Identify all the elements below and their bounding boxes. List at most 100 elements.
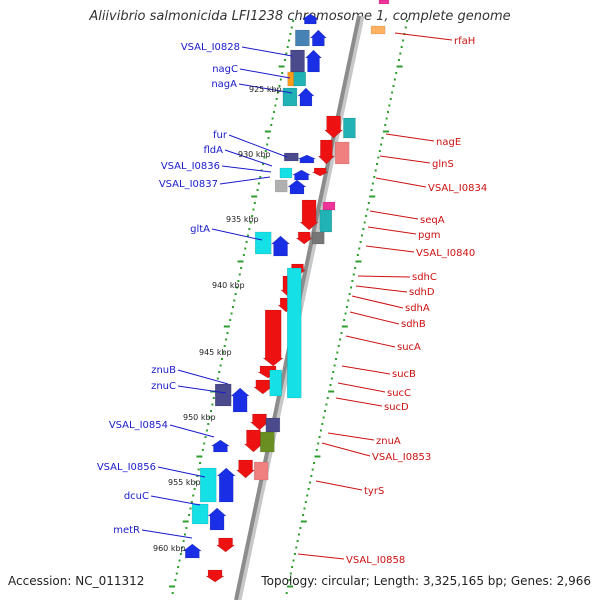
tick-mark	[355, 260, 362, 263]
label-connector	[241, 46, 293, 57]
gene-label-sdhd[interactable]: sdhD	[409, 287, 435, 298]
tick-mark	[385, 117, 388, 120]
tick-mark	[278, 65, 285, 68]
gene-label-nagc[interactable]: nagC	[212, 64, 238, 75]
gene-label-vsal-i0858[interactable]: VSAL_I0858	[346, 555, 405, 566]
gene-arrow	[249, 413, 270, 431]
gene-label-vsal-i0854[interactable]: VSAL_I0854	[109, 420, 168, 431]
gene-arrow	[286, 267, 302, 399]
tick-mark	[277, 91, 280, 94]
gene-label-vsal-i0856[interactable]: VSAL_I0856	[97, 462, 156, 473]
gene-label-znub[interactable]: znuB	[151, 365, 176, 376]
label-connector	[357, 275, 411, 278]
tick-mark	[406, 20, 409, 22]
tick-mark	[218, 371, 221, 373]
tick-mark	[333, 364, 336, 367]
gene-label-suca[interactable]: sucA	[397, 342, 421, 353]
tick-mark	[230, 312, 233, 315]
gene-label-sdha[interactable]: sdhA	[405, 303, 430, 314]
gene-label-sucd[interactable]: sucD	[384, 402, 409, 413]
gene-label-naga[interactable]: nagA	[211, 79, 237, 90]
gene-arrow	[216, 467, 237, 503]
tick-mark	[219, 364, 222, 367]
label-connector	[349, 311, 400, 325]
label-connector	[351, 295, 404, 309]
tick-mark	[208, 416, 211, 419]
tick-mark	[330, 377, 333, 380]
gene-label-metr[interactable]: metR	[113, 525, 140, 536]
connectors-layer	[141, 32, 453, 560]
tick-mark	[336, 351, 339, 354]
tick-mark	[244, 247, 247, 250]
tick-mark	[251, 195, 258, 198]
gene-label-vsal-i0828[interactable]: VSAL_I0828	[181, 42, 240, 53]
tick-mark	[404, 26, 407, 29]
tick-mark	[169, 585, 176, 588]
label-connector	[385, 133, 435, 142]
gene-arrow	[279, 167, 293, 179]
gene-arrow	[214, 383, 232, 407]
gene-arrow	[253, 461, 269, 481]
gene-label-seqa[interactable]: seqA	[420, 215, 445, 226]
gene-label-nage[interactable]: nagE	[436, 137, 461, 148]
tick-mark	[245, 241, 248, 243]
kbp-label-935: 935 kbp	[226, 215, 259, 224]
tick-mark	[281, 72, 284, 74]
tick-mark	[251, 215, 254, 217]
tick-mark	[392, 85, 395, 87]
gene-arrow	[269, 369, 283, 397]
gene-label-dcuc[interactable]: dcuC	[124, 491, 149, 502]
gene-label-flda[interactable]: fldA	[204, 145, 224, 156]
label-connector	[239, 68, 291, 79]
gene-label-znua[interactable]: znuA	[376, 436, 401, 447]
tick-mark	[313, 462, 316, 464]
gene-label-sucb[interactable]: sucB	[392, 369, 416, 380]
gene-arrow	[182, 543, 203, 559]
label-connector	[355, 285, 408, 293]
tick-mark	[296, 540, 299, 542]
gene-arrow	[319, 209, 333, 233]
tick-mark	[182, 540, 185, 542]
tick-mark	[179, 553, 182, 555]
tick-mark	[229, 319, 232, 321]
tick-mark	[182, 520, 189, 523]
gene-label-pgm[interactable]: pgm	[418, 230, 440, 241]
tick-mark	[223, 325, 230, 328]
tick-mark	[181, 546, 184, 549]
genes-layer	[182, 0, 390, 583]
gene-arrow	[205, 569, 226, 583]
tick-mark	[363, 221, 366, 224]
tick-mark	[350, 286, 353, 289]
gene-label-znuc[interactable]: znuC	[151, 381, 176, 392]
tick-mark	[236, 286, 239, 289]
gene-label-vsal-i0853[interactable]: VSAL_I0853	[372, 452, 431, 463]
gene-label-sdhc[interactable]: sdhC	[412, 272, 437, 283]
tick-mark	[393, 78, 396, 81]
gene-label-glns[interactable]: glnS	[432, 159, 454, 170]
tick-mark	[334, 358, 337, 360]
tick-mark	[197, 468, 200, 471]
tick-mark	[347, 299, 350, 302]
tick-mark	[252, 208, 255, 211]
tick-mark	[345, 306, 348, 308]
gene-label-vsal-i0837[interactable]: VSAL_I0837	[159, 179, 218, 190]
gene-label-succ[interactable]: sucC	[387, 388, 411, 399]
gene-label-glta[interactable]: gltA	[190, 224, 210, 235]
tick-mark	[366, 208, 369, 211]
gene-label-vsal-i0834[interactable]: VSAL_I0834	[428, 183, 487, 194]
tick-mark	[266, 143, 269, 146]
gene-label-sdhb[interactable]: sdhB	[401, 319, 426, 330]
tick-mark	[359, 241, 362, 243]
tick-mark	[354, 267, 357, 269]
gene-label-rfah[interactable]: rfaH	[454, 36, 475, 47]
tick-mark	[259, 176, 262, 178]
label-connector	[238, 83, 293, 94]
tick-mark	[298, 533, 301, 536]
gene-label-vsal-i0836[interactable]: VSAL_I0836	[161, 161, 220, 172]
gene-label-fur[interactable]: fur	[213, 130, 228, 141]
gene-label-vsal-i0840[interactable]: VSAL_I0840	[416, 248, 475, 259]
gene-label-tyrs[interactable]: tyrS	[364, 486, 384, 497]
tick-mark	[279, 78, 282, 81]
map-title: Aliivibrio salmonicida LFI1238 chromosom…	[89, 9, 511, 24]
gene-arrow	[191, 503, 209, 525]
